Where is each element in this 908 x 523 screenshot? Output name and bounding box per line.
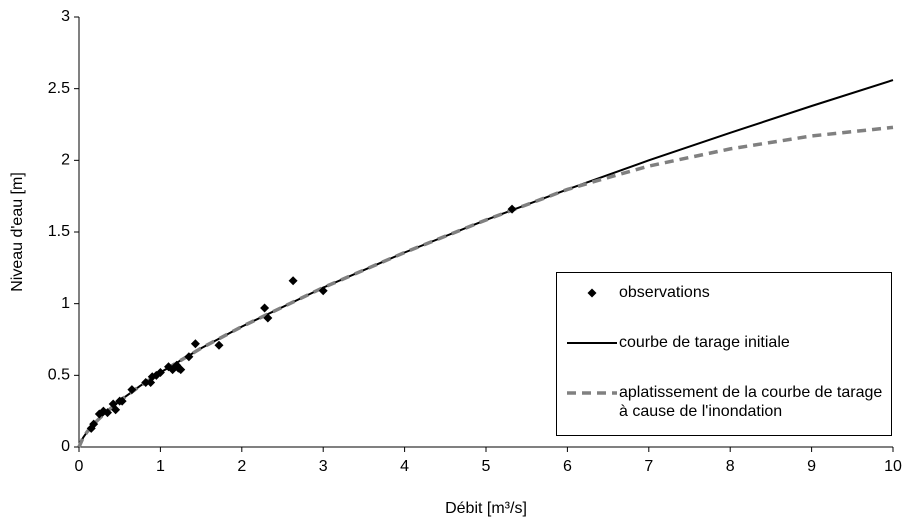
point [260,303,270,313]
y-tick-label: 1 [61,295,70,312]
x-axis-label: Débit [m³/s] [445,500,527,517]
y-tick-label: 0.5 [48,367,70,384]
x-tick-label: 0 [75,458,84,475]
x-tick-label: 6 [563,458,572,475]
y-tick-label: 2 [61,152,70,169]
point [155,367,165,377]
point [127,385,137,395]
x-tick-label: 3 [319,458,328,475]
x-tick-label: 8 [726,458,735,475]
y-tick-label: 2.5 [48,80,70,97]
legend-swatch [567,342,617,344]
point [288,276,298,286]
x-tick-label: 4 [400,458,409,475]
point [141,378,151,387]
x-tick-label: 7 [644,458,653,475]
point [318,286,328,296]
legend-swatch [587,288,597,298]
point [117,396,127,406]
point [102,408,112,418]
point [89,419,99,429]
y-tick-label: 3 [61,8,70,25]
point [184,352,194,362]
legend: observations courbe de tarage initiale apl… [556,272,892,436]
point [111,405,121,415]
legend-swatch [567,391,617,395]
x-tick-label: 1 [156,458,165,475]
legend-label: observations [619,284,710,301]
x-tick-label: 5 [482,458,491,475]
y-tick-label: 0 [61,438,70,455]
legend-marker [587,288,597,298]
x-tick-label: 2 [237,458,246,475]
point [263,313,273,323]
y-tick-label: 1.5 [48,223,70,240]
point [190,339,200,349]
legend-label: aplatissement de la courbe de tarage à c… [619,384,883,420]
x-tick-label: 10 [884,458,902,475]
point [176,365,186,375]
legend-label: courbe de tarage initiale [619,334,790,351]
point [214,340,224,350]
x-tick-label: 9 [807,458,816,475]
point [507,204,517,214]
y-axis-label: Niveau d'eau [m] [9,172,26,292]
